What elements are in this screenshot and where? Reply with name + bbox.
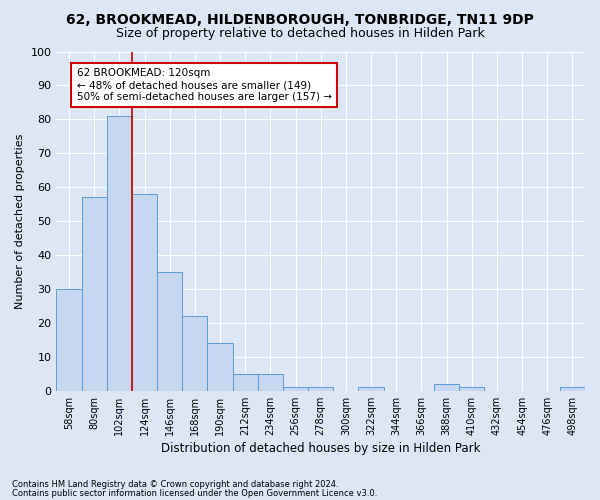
Bar xyxy=(434,384,459,391)
X-axis label: Distribution of detached houses by size in Hilden Park: Distribution of detached houses by size … xyxy=(161,442,481,455)
Bar xyxy=(233,374,258,391)
Bar xyxy=(358,388,383,391)
Bar xyxy=(308,388,333,391)
Bar xyxy=(182,316,208,391)
Text: Contains public sector information licensed under the Open Government Licence v3: Contains public sector information licen… xyxy=(12,488,377,498)
Bar xyxy=(258,374,283,391)
Bar xyxy=(107,116,132,391)
Y-axis label: Number of detached properties: Number of detached properties xyxy=(15,134,25,309)
Text: Size of property relative to detached houses in Hilden Park: Size of property relative to detached ho… xyxy=(116,28,484,40)
Bar xyxy=(283,388,308,391)
Bar xyxy=(459,388,484,391)
Bar xyxy=(82,198,107,391)
Bar xyxy=(208,344,233,391)
Text: 62, BROOKMEAD, HILDENBOROUGH, TONBRIDGE, TN11 9DP: 62, BROOKMEAD, HILDENBOROUGH, TONBRIDGE,… xyxy=(66,12,534,26)
Text: Contains HM Land Registry data © Crown copyright and database right 2024.: Contains HM Land Registry data © Crown c… xyxy=(12,480,338,489)
Text: 62 BROOKMEAD: 120sqm
← 48% of detached houses are smaller (149)
50% of semi-deta: 62 BROOKMEAD: 120sqm ← 48% of detached h… xyxy=(77,68,332,102)
Bar xyxy=(132,194,157,391)
Bar xyxy=(56,289,82,391)
Bar xyxy=(157,272,182,391)
Bar xyxy=(560,388,585,391)
